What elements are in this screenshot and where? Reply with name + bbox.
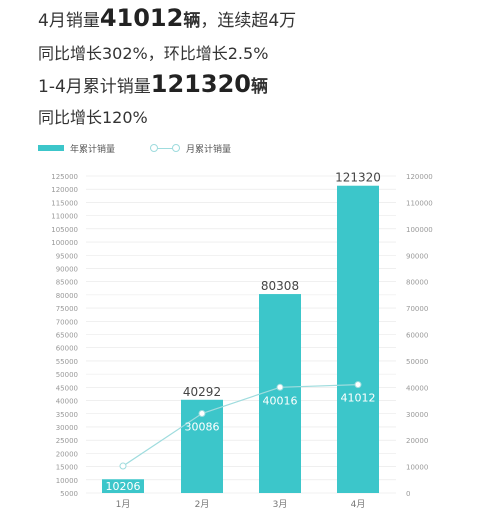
bar-value-label: 40292 [183, 385, 221, 399]
y-left-tick-label: 45000 [56, 384, 78, 392]
y-right-tick-label: 100000 [406, 226, 433, 234]
bar-value-label: 80308 [261, 279, 299, 293]
y-left-tick-label: 55000 [56, 358, 78, 366]
y-left-tick-label: 25000 [56, 437, 78, 445]
y-left-tick-label: 5000 [60, 490, 78, 498]
y-left-tick-label: 60000 [56, 345, 78, 353]
line-value-label: 40016 [263, 394, 298, 407]
y-right-tick-label: 70000 [406, 305, 428, 313]
y-right-tick-label: 120000 [406, 173, 433, 181]
legend-bar-swatch [38, 145, 64, 151]
line-point [119, 462, 127, 470]
x-tick-label: 3月 [273, 499, 288, 510]
headline-line-3: 1-4月累计销量121320辆 [38, 70, 268, 98]
y-left-tick-label: 125000 [51, 173, 78, 181]
y-left-tick-label: 15000 [56, 464, 78, 472]
y-right-tick-label: 90000 [406, 252, 428, 260]
headline-1-suffix: ，连续超4万 [200, 11, 297, 31]
line-point [354, 381, 362, 389]
line-value-label: 30086 [185, 421, 220, 434]
y-right-tick-label: 20000 [406, 437, 428, 445]
legend-item-bar: 年累计销量 [38, 141, 115, 155]
y-left-tick-label: 65000 [56, 332, 78, 340]
x-tick-label: 1月 [116, 499, 131, 510]
y-left-tick-label: 105000 [51, 226, 78, 234]
y-right-tick-label: 40000 [406, 384, 428, 392]
bar-3月 [259, 294, 301, 493]
y-right-tick-label: 110000 [406, 199, 433, 207]
headline-1-unit: 辆 [183, 11, 201, 31]
headline-3-number: 121320 [150, 70, 251, 98]
y-right-tick-label: 0 [406, 490, 410, 498]
bar-4月 [337, 185, 379, 494]
headline-3-unit: 辆 [250, 77, 268, 97]
legend-item-line: 月累计销量 [150, 141, 231, 155]
y-left-tick-label: 80000 [56, 292, 78, 300]
x-axis: 1月 2月 3月 4月 [116, 499, 366, 510]
y-right-tick-label: 60000 [406, 332, 428, 340]
y-left-tick-label: 30000 [56, 424, 78, 432]
y-left-tick-label: 95000 [56, 252, 78, 260]
line-point [198, 410, 206, 418]
line-path [122, 384, 359, 467]
headline-line-4: 同比增长120% [38, 108, 148, 127]
bar-value-label: 121320 [335, 171, 381, 185]
grid-layer [86, 175, 396, 494]
left-axis: 5000 10000 15000 20000 25000 30000 35000 40000 4… [51, 173, 78, 498]
x-tick-label: 4月 [351, 499, 366, 510]
y-left-tick-label: 115000 [51, 199, 78, 207]
y-left-tick-label: 100000 [51, 239, 78, 247]
right-axis: 0 10000 20000 30000 40000 50000 60000 70000 8000… [406, 173, 433, 498]
y-right-tick-label: 30000 [406, 411, 428, 419]
y-left-tick-label: 50000 [56, 371, 78, 379]
y-left-tick-label: 35000 [56, 411, 78, 419]
legend-line-swatch [150, 143, 180, 153]
headline-1-prefix: 4月销量 [38, 11, 100, 31]
line-series: 30086 40016 41012 [119, 381, 376, 470]
headline-1-number: 41012 [99, 4, 184, 32]
headline-3-prefix: 1-4月累计销量 [38, 77, 151, 97]
headline-line-2: 同比增长302%，环比增长2.5% [38, 44, 269, 63]
y-left-tick-label: 90000 [56, 265, 78, 273]
y-right-tick-label: 50000 [406, 358, 428, 366]
bar-series: 10206 40292 80308 121320 [102, 171, 381, 494]
legend-line-label: 月累计销量 [186, 144, 232, 155]
bar-value-label: 10206 [106, 480, 141, 493]
legend-bar-label: 年累计销量 [70, 144, 116, 155]
line-point [276, 383, 284, 391]
y-left-tick-label: 120000 [51, 186, 78, 194]
y-left-tick-label: 10000 [56, 477, 78, 485]
y-left-tick-label: 20000 [56, 450, 78, 458]
x-tick-label: 2月 [195, 499, 210, 510]
y-left-tick-label: 70000 [56, 318, 78, 326]
y-right-tick-label: 80000 [406, 279, 428, 287]
bar-1月 [102, 479, 144, 493]
line-value-label: 41012 [341, 392, 376, 405]
y-left-tick-label: 75000 [56, 305, 78, 313]
y-left-tick-label: 85000 [56, 279, 78, 287]
y-left-tick-label: 110000 [51, 213, 78, 221]
y-left-tick-label: 40000 [56, 398, 78, 406]
headline-line-1: 4月销量41012辆，连续超4万 [38, 4, 296, 32]
y-right-tick-label: 10000 [406, 464, 428, 472]
